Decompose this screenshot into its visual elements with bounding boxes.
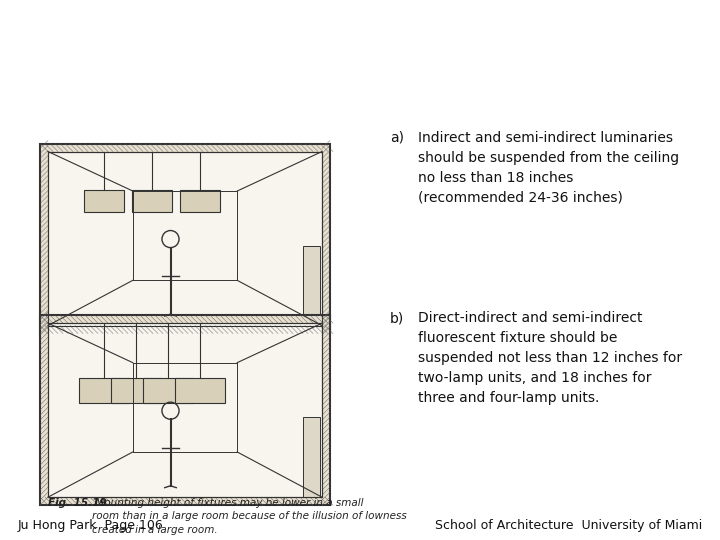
Text: Ju Hong Park  Page 106: Ju Hong Park Page 106	[18, 519, 163, 532]
Bar	[78, 378, 129, 403]
Text: School of Architecture  University of Miami: School of Architecture University of Mia…	[435, 519, 702, 532]
Text: Direct-indirect and semi-indirect
fluorescent fixture should be
suspended not le: Direct-indirect and semi-indirect fluore…	[418, 311, 682, 406]
Bar	[48, 323, 322, 497]
Bar	[302, 417, 320, 497]
Bar	[302, 246, 320, 326]
Text: a): a)	[390, 131, 404, 145]
Bar	[179, 190, 220, 212]
Text: Fig. 15.19: Fig. 15.19	[48, 498, 107, 508]
Text: Part III. Illumination Chapter 15. Electrical Lighting Design: Part III. Illumination Chapter 15. Elect…	[16, 20, 441, 35]
Text: Mounting height of fixtures may be lower in a small
room than in a large room be: Mounting height of fixtures may be lower…	[92, 498, 407, 535]
Bar	[132, 190, 171, 212]
Bar	[48, 152, 322, 326]
Bar	[174, 378, 225, 403]
Bar	[40, 144, 330, 334]
Text: b): b)	[390, 311, 404, 325]
Text: Indirect and semi-indirect luminaries
should be suspended from the ceiling
no le: Indirect and semi-indirect luminaries sh…	[418, 131, 679, 205]
Bar	[143, 378, 193, 403]
Bar	[84, 190, 124, 212]
Text: Summarize two general rules for mounting height?: Summarize two general rules for mounting…	[16, 72, 390, 87]
Bar	[40, 315, 330, 505]
Bar	[111, 378, 161, 403]
